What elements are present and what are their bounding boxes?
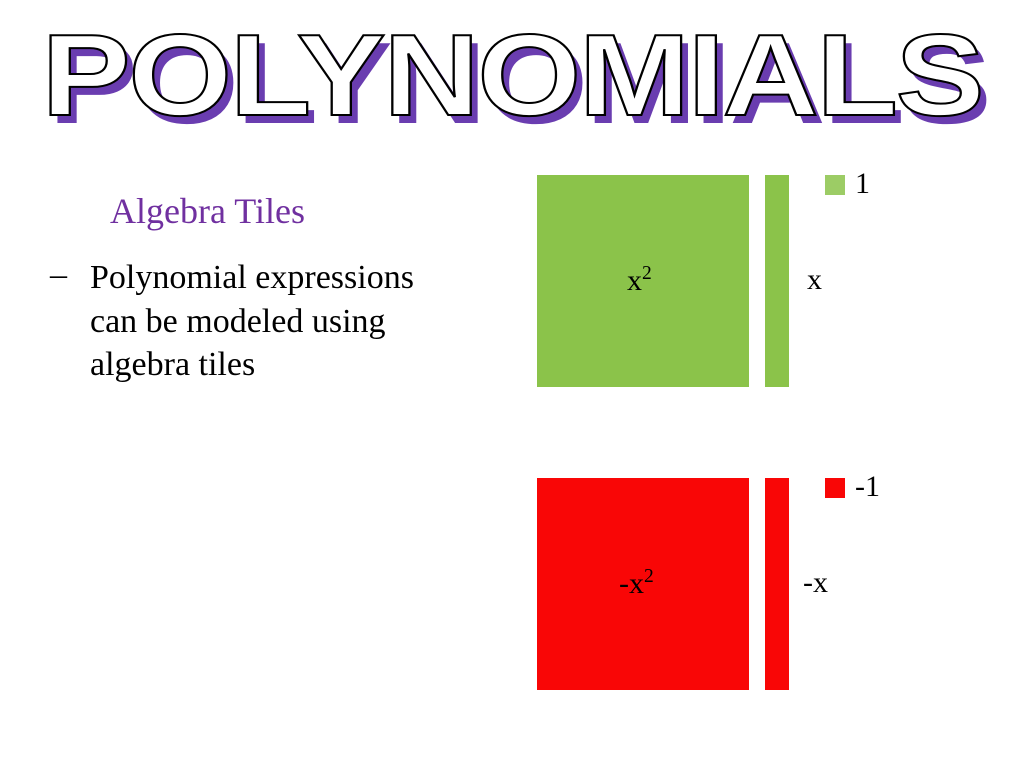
tile-label-neg-x-squared: -x2 — [619, 566, 654, 601]
page-title: POLYNOMIALS POLYNOMIALS — [0, 8, 1024, 142]
tile-label-x: x — [807, 263, 822, 297]
title-text: POLYNOMIALS — [42, 8, 983, 142]
subtitle: Algebra Tiles — [110, 190, 305, 232]
tile-positive-unit — [825, 175, 845, 195]
tile-label-neg-x: -x — [803, 566, 828, 600]
tile-label-x-squared: x2 — [627, 263, 652, 298]
tile-positive-x — [765, 175, 789, 387]
bullet-text: Polynomial expressions can be modeled us… — [90, 256, 450, 387]
tile-label-one: 1 — [855, 167, 870, 201]
tile-label-neg-one: -1 — [855, 470, 880, 504]
tile-negative-unit — [825, 478, 845, 498]
tile-negative-x — [765, 478, 789, 690]
bullet-dash: – — [50, 256, 67, 294]
